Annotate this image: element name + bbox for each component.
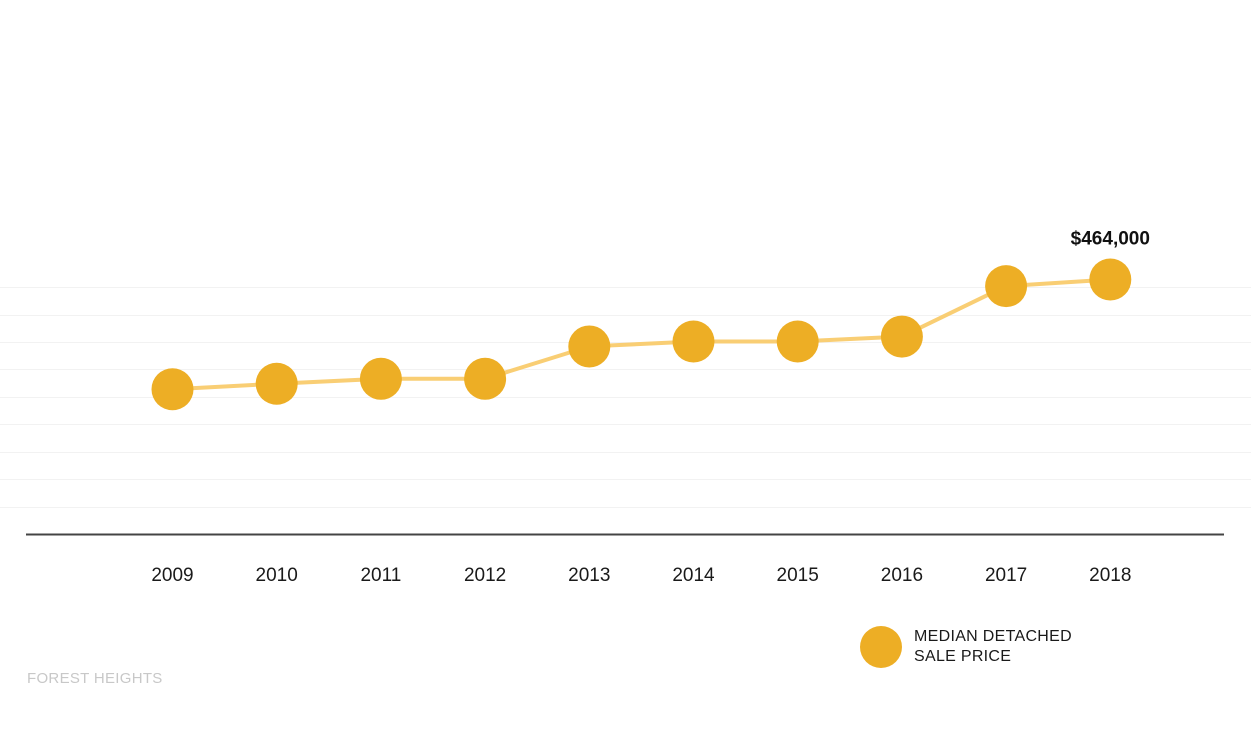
x-tick-label: 2017 [985,565,1027,586]
x-tick-label: 2014 [672,565,715,586]
series-line [172,277,1111,392]
annotations: $464,000 [1071,229,1150,250]
data-point [464,357,507,400]
data-point [151,368,194,411]
neighbourhood-label: FOREST HEIGHTS [27,670,163,687]
data-label: $464,000 [1071,229,1150,250]
legend-marker-icon [860,626,902,668]
data-point [776,320,819,363]
x-tick-label: 2011 [360,565,401,586]
x-tick-label: 2010 [256,565,298,586]
data-point [880,315,923,358]
series-points [151,258,1132,411]
data-point [672,320,715,363]
data-point [359,357,402,400]
x-tick-label: 2018 [1089,565,1131,586]
x-tick-labels: 2009 2010 2011 2012 2013 2014 2015 2016 2017 2018 [151,565,1131,586]
legend-label-line-2: SALE PRICE [914,648,1012,665]
x-tick-label: 2009 [151,565,193,586]
data-point [568,325,611,368]
legend: MEDIAN DETACHED SALE PRICE [860,626,1072,668]
x-tick-label: 2013 [568,565,610,586]
data-point [985,265,1028,308]
legend-label-line-1: MEDIAN DETACHED [914,628,1072,645]
x-tick-label: 2012 [464,565,506,586]
x-tick-label: 2015 [777,565,819,586]
data-point [255,362,298,405]
x-tick-label: 2016 [881,565,923,586]
legend-label: MEDIAN DETACHED SALE PRICE [914,627,1072,667]
data-point [1089,258,1132,301]
gridlines [0,287,1251,508]
series-line-path [172,277,1111,392]
